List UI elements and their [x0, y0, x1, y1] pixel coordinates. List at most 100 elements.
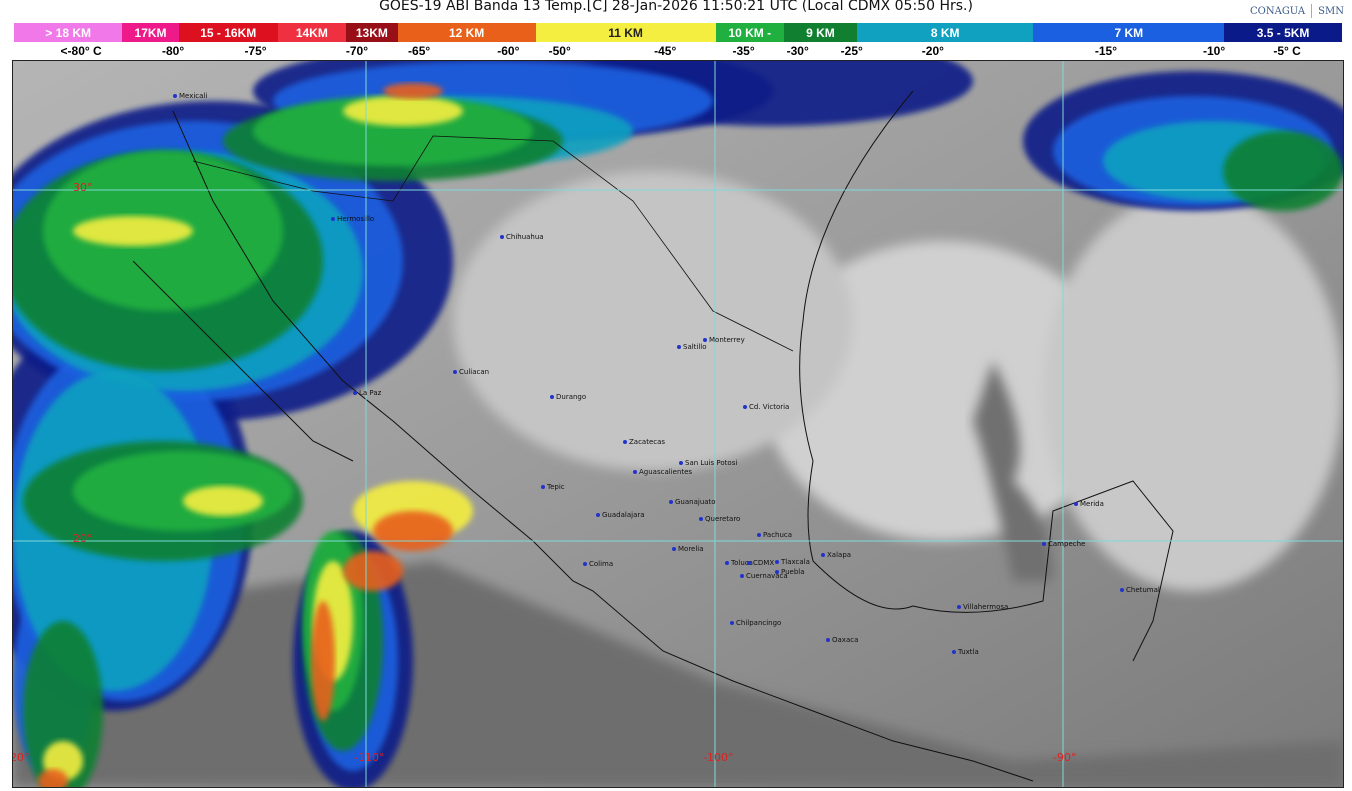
city-label: Queretaro [699, 515, 740, 523]
city-name: Colima [589, 560, 614, 568]
cloud-top-region [373, 511, 453, 551]
city-name: Chilpancingo [736, 619, 782, 627]
city-label: Pachuca [757, 531, 792, 539]
city-name: San Luis Potosi [685, 459, 738, 467]
city-label: Villahermosa [957, 603, 1008, 611]
city-marker-icon [952, 650, 956, 654]
city-name: Villahermosa [963, 603, 1009, 611]
city-marker-icon [775, 570, 779, 574]
city-label: Monterrey [703, 336, 745, 344]
city-name: La Paz [359, 389, 382, 397]
city-label: Saltillo [677, 343, 707, 351]
image-title: GOES-19 ABI Banda 13 Temp.[C] 28-Jan-202… [379, 0, 973, 14]
city-name: Hermosillo [337, 215, 375, 223]
legend-segment: 3.5 - 5KM [1224, 23, 1342, 42]
clear-band [973, 361, 1053, 581]
city-label: Chihuahua [500, 233, 544, 241]
city-label: Chilpancingo [730, 619, 781, 627]
city-name: Tuxtla [958, 648, 979, 656]
cloud-top-region [383, 83, 443, 99]
temperature-label: -45° [654, 44, 677, 58]
city-name: Guadalajara [602, 511, 645, 519]
gulf-clouds [763, 241, 1123, 541]
cloud-top-region [343, 551, 403, 591]
city-marker-icon [541, 485, 545, 489]
city-name: Puebla [781, 568, 805, 576]
city-name: Merida [1080, 500, 1104, 508]
city-marker-icon [1074, 502, 1078, 506]
legend-segment: 8 KM [856, 23, 1034, 42]
cloud-top-region [183, 486, 263, 516]
legend-segment: 15 - 16KM [178, 23, 278, 42]
city-marker-icon [679, 461, 683, 465]
city-marker-icon [173, 94, 177, 98]
cloud-top-region [1223, 131, 1343, 211]
city-marker-icon [775, 560, 779, 564]
city-label: CDMX [747, 559, 774, 567]
city-marker-icon [353, 391, 357, 395]
city-name: Morelia [678, 545, 704, 553]
agency-logos: CONAGUA SMN [1250, 4, 1344, 18]
satellite-map: -120° -110° -100° -90° 30° 20° Mexicali Hermosi… [12, 60, 1344, 788]
city-marker-icon [583, 562, 587, 566]
city-label: Colima [583, 560, 613, 568]
highland-clouds [453, 171, 853, 471]
temperature-label: -70° [345, 44, 368, 58]
latitude-label: 20° [73, 532, 93, 545]
city-name: Toluca [731, 559, 753, 567]
legend-segment: 13KM [345, 23, 398, 42]
city-marker-icon [331, 217, 335, 221]
city-marker-icon [672, 547, 676, 551]
city-label: Guanajuato [669, 498, 716, 506]
city-marker-icon [550, 395, 554, 399]
city-label: Campeche [1042, 540, 1085, 548]
city-marker-icon [757, 533, 761, 537]
city-marker-icon [747, 561, 751, 565]
city-label: Chetumal [1120, 586, 1160, 594]
city-label: Mexicali [173, 92, 207, 100]
longitude-label: -100° [703, 751, 734, 764]
city-name: Tlaxcala [781, 558, 810, 566]
city-marker-icon [1120, 588, 1124, 592]
city-marker-icon [730, 621, 734, 625]
city-marker-icon [703, 338, 707, 342]
city-label: Morelia [672, 545, 704, 553]
temperature-label: -10° [1203, 44, 1226, 58]
city-marker-icon [740, 574, 744, 578]
city-marker-icon [633, 470, 637, 474]
longitude-label: -90° [1053, 751, 1077, 764]
city-marker-icon [1042, 542, 1046, 546]
city-marker-icon [957, 605, 961, 609]
city-name: Tepic [547, 483, 565, 491]
city-name: Cuernavaca [746, 572, 788, 580]
temperature-label: <-80° C [60, 44, 102, 58]
legend-segment: 17KM [122, 23, 179, 42]
temperature-label: -15° [1094, 44, 1117, 58]
gulf-clouds-east [1043, 191, 1343, 591]
city-marker-icon [500, 235, 504, 239]
satellite-imagery [13, 61, 1343, 787]
city-name: Chihuahua [506, 233, 544, 241]
temperature-label: -50° [548, 44, 571, 58]
city-marker-icon [699, 517, 703, 521]
city-name: Aguascalientes [639, 468, 693, 476]
cloud-top-region [253, 96, 533, 166]
city-name: Durango [556, 393, 587, 401]
color-scale-legend: > 18 KM 17KM 15 - 16KM 14KM 13KM 12 KM 11 KM 10… [14, 23, 1342, 42]
cloud-top-region [38, 769, 68, 787]
city-name: Mexicali [179, 92, 208, 100]
city-name: Chetumal [1126, 586, 1160, 594]
legend-segment: 12 KM [397, 23, 536, 42]
city-label: Tuxtla [952, 648, 979, 656]
city-label: Culiacan [453, 368, 489, 376]
city-label: Guadalajara [596, 511, 645, 519]
city-label: Toluca [725, 559, 753, 567]
city-name: Culiacan [459, 368, 490, 376]
gulf-coastline [799, 90, 1174, 662]
temperature-label: -25° [840, 44, 863, 58]
temperature-scale: <-80° C -80° -75° -70° -65° -60° -50° -45° -35° -… [0, 44, 1352, 60]
city-label: Oaxaca [826, 636, 858, 644]
latitude-label: 30° [73, 181, 93, 194]
temperature-label: -80° [161, 44, 185, 58]
city-marker-icon [453, 370, 457, 374]
